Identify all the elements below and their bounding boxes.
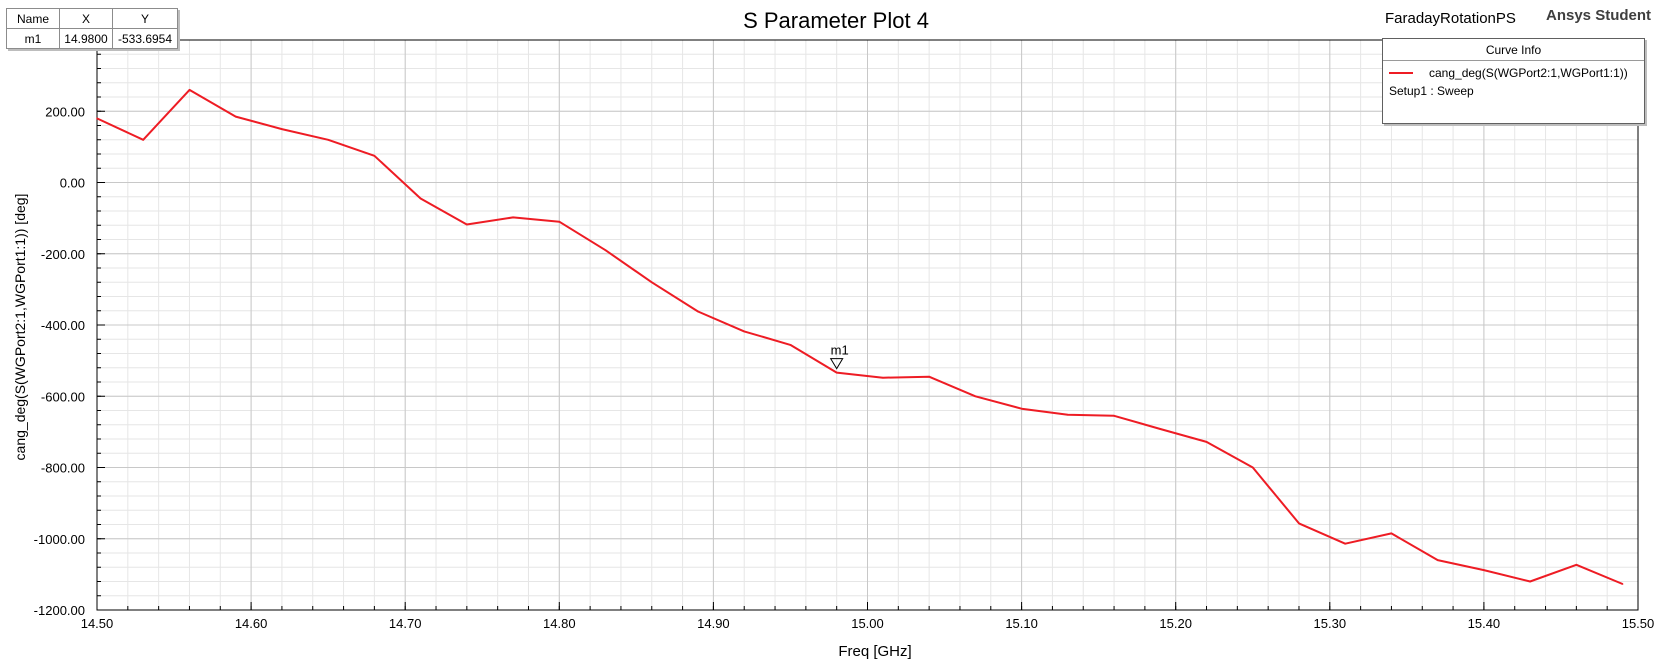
data-point — [1251, 466, 1254, 469]
marker-x-cell: 14.9800 — [59, 28, 113, 49]
data-point — [1575, 563, 1578, 566]
data-point — [1067, 413, 1069, 416]
y-tick-label: 0.00 — [60, 176, 85, 191]
marker-table: Name X Y m1 14.9800 -533.6954 — [6, 8, 178, 49]
brand-label: Ansys Student — [1546, 7, 1652, 24]
data-point — [1436, 559, 1439, 561]
legend-curve-label: cang_deg(S(WGPort2:1,WGPort1:1)) — [1429, 66, 1628, 80]
curve-info-title: Curve Info — [1383, 39, 1644, 61]
legend-setup-label: Setup1 : Sweep — [1389, 84, 1474, 98]
data-point — [928, 375, 930, 378]
x-tick-label: 14.60 — [235, 616, 268, 631]
data-point — [789, 344, 792, 346]
x-tick-label: 15.30 — [1314, 616, 1347, 631]
data-point — [512, 216, 514, 219]
data-point — [1390, 532, 1393, 535]
data-point — [650, 281, 653, 284]
marker-table-header: Y — [112, 8, 178, 29]
y-tick-label: -800.00 — [41, 461, 85, 476]
y-tick-label: 200.00 — [45, 104, 85, 119]
data-point — [882, 376, 884, 379]
data-point — [1529, 580, 1531, 583]
x-tick-label: 14.50 — [81, 616, 114, 631]
x-tick-label: 14.90 — [697, 616, 730, 631]
marker-table-header-row: Name X Y — [6, 8, 178, 29]
x-tick-label: 14.80 — [543, 616, 576, 631]
data-point — [974, 395, 977, 398]
y-tick-label: -200.00 — [41, 247, 85, 262]
y-tick-label: -1000.00 — [34, 532, 85, 547]
data-point — [281, 128, 283, 130]
data-point — [1205, 441, 1208, 443]
legend-line-swatch — [1389, 72, 1413, 74]
legend-entry[interactable]: cang_deg(S(WGPort2:1,WGPort1:1)) — [1383, 61, 1644, 80]
marker-label: m1 — [831, 343, 849, 358]
data-point — [234, 115, 237, 118]
marker-table-header: Name — [6, 8, 60, 29]
series-line — [96, 88, 1623, 585]
x-tick-label: 15.00 — [851, 616, 884, 631]
data-point — [1159, 428, 1162, 430]
marker-triangle — [829, 358, 844, 370]
marker-table-header: X — [59, 8, 113, 29]
data-point — [604, 249, 607, 251]
data-point — [419, 197, 422, 200]
curve-info-legend[interactable]: Curve Info cang_deg(S(WGPort2:1,WGPort1:… — [1382, 38, 1645, 124]
data-point — [697, 310, 699, 313]
data-point — [743, 330, 746, 333]
y-tick-label: -600.00 — [41, 389, 85, 404]
x-tick-label: 15.40 — [1468, 616, 1501, 631]
project-name: FaradayRotationPS — [1385, 10, 1516, 27]
data-point — [1344, 542, 1347, 545]
data-point — [1113, 415, 1115, 417]
data-point — [96, 117, 98, 120]
y-tick-label: -400.00 — [41, 318, 85, 333]
data-point — [1621, 583, 1624, 585]
data-point — [327, 138, 329, 141]
data-point — [835, 371, 838, 374]
x-tick-label: 15.10 — [1005, 616, 1038, 631]
plot-area-frame — [96, 39, 1639, 611]
x-axis-label: Freq [GHz] — [838, 643, 912, 660]
data-point — [188, 89, 191, 91]
x-tick-label: 14.70 — [389, 616, 422, 631]
data-point — [558, 220, 561, 223]
data-point — [373, 154, 376, 157]
data-point — [142, 138, 145, 141]
data-point — [466, 223, 468, 226]
x-tick-label: 15.20 — [1159, 616, 1192, 631]
data-point — [1020, 407, 1023, 410]
data-point — [1483, 569, 1485, 571]
marker-y-cell: -533.6954 — [112, 28, 178, 49]
marker-name-cell: m1 — [6, 28, 60, 49]
x-tick-label: 15.50 — [1622, 616, 1655, 631]
chart-title: S Parameter Plot 4 — [743, 8, 929, 33]
y-tick-label: -1200.00 — [34, 603, 85, 618]
y-axis-label: cang_deg(S(WGPort2:1,WGPort1:1)) [deg] — [12, 193, 28, 461]
marker-table-row[interactable]: m1 14.9800 -533.6954 — [6, 28, 178, 49]
data-point — [1298, 522, 1300, 525]
